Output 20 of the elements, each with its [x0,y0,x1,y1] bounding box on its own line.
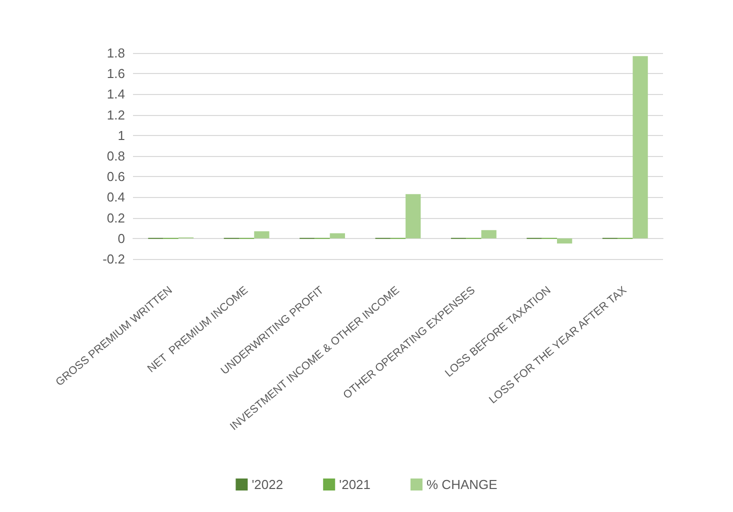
y-tick-label: 1.6 [106,66,125,82]
y-tick-label: 1.8 [106,46,125,60]
y-tick-label: 0 [118,230,125,246]
bar [557,238,572,244]
y-tick-label: 0.6 [106,169,125,184]
bar [481,230,496,238]
y-tick-label: 1 [118,128,125,143]
y-tick-label: 0.8 [106,148,125,164]
bar [330,233,345,238]
legend-label: '2022 [252,477,284,492]
y-tick-label: 0.2 [106,210,125,226]
y-tick-label: 0.4 [106,190,125,205]
legend-label: % CHANGE [426,477,498,492]
y-tick-label: 1.4 [106,86,125,102]
y-tick-label: 1.2 [106,107,125,122]
y-tick-label: -0.2 [102,252,125,266]
bar [254,231,270,238]
bar [632,56,648,238]
legend-label: '2021 [339,477,371,492]
bar [406,194,421,238]
